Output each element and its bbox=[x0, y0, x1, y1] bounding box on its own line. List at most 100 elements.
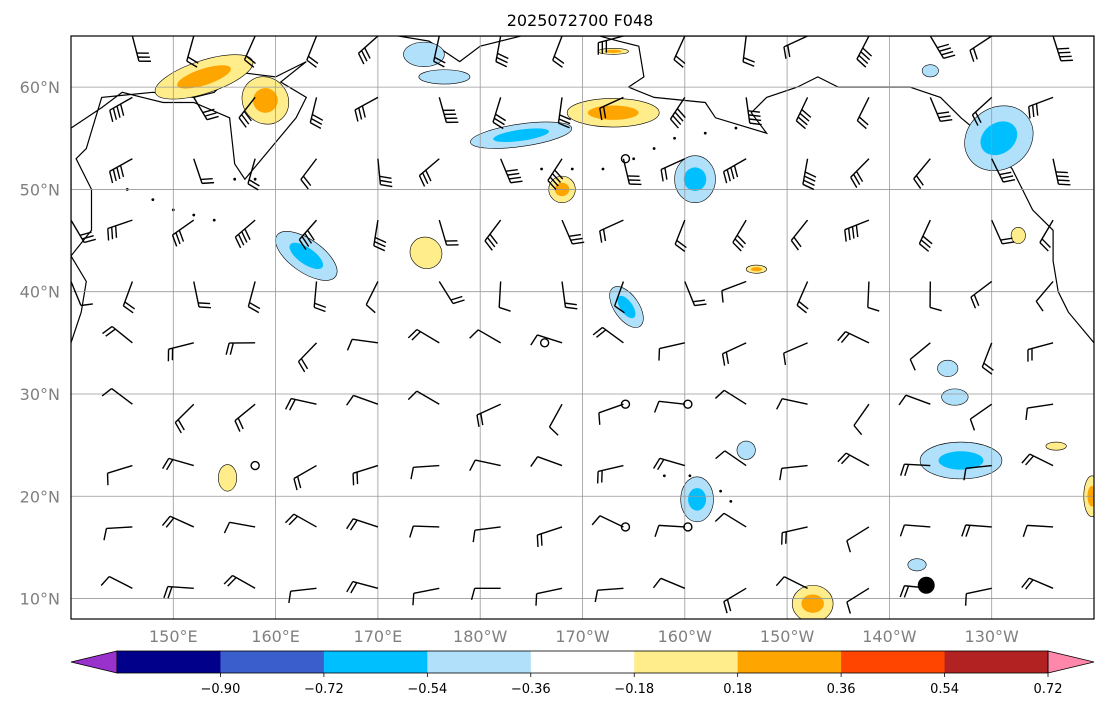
colorbar-tick-label: −0.18 bbox=[614, 682, 654, 697]
contour-core bbox=[750, 267, 763, 272]
wind-barb bbox=[964, 587, 992, 606]
colorbar-tick-label: 0.54 bbox=[930, 682, 959, 697]
wind-barb bbox=[438, 97, 459, 124]
colorbar-segment bbox=[944, 651, 1049, 673]
wind-barb bbox=[929, 97, 953, 123]
wind-barb bbox=[107, 219, 133, 241]
calm-circle bbox=[620, 154, 631, 164]
wind-barb bbox=[652, 577, 686, 589]
island bbox=[570, 167, 574, 171]
wind-barbs bbox=[71, 36, 1073, 614]
wind-barb bbox=[721, 342, 747, 366]
colorbar-segment bbox=[634, 651, 739, 673]
contour-core bbox=[980, 121, 1018, 156]
wind-barb bbox=[298, 219, 318, 250]
wind-barb bbox=[412, 587, 440, 606]
wind-barb bbox=[469, 329, 502, 344]
map-title: 2025072700 F048 bbox=[507, 11, 654, 30]
latitude-labels: 10°N 20°N 30°N 40°N 50°N 60°N bbox=[20, 78, 60, 608]
calm-circle bbox=[620, 399, 631, 409]
wind-barb bbox=[969, 403, 993, 431]
pos-contour bbox=[218, 464, 238, 492]
wind-barb bbox=[547, 158, 564, 190]
wind-barb bbox=[163, 585, 194, 599]
wind-barb bbox=[592, 326, 624, 344]
neg-contour bbox=[736, 440, 756, 460]
wind-barb bbox=[742, 36, 755, 67]
pos-contour bbox=[1010, 226, 1026, 244]
lon-label: 170°E bbox=[354, 627, 403, 646]
wind-barb bbox=[71, 404, 72, 436]
lat-label: 10°N bbox=[20, 590, 60, 609]
wind-barb bbox=[561, 281, 578, 310]
wind-barb bbox=[407, 328, 440, 344]
wind-barb bbox=[837, 330, 870, 344]
lat-label: 50°N bbox=[20, 180, 60, 199]
lon-label: 150°W bbox=[760, 627, 815, 646]
wind-barb bbox=[193, 158, 215, 185]
island bbox=[151, 198, 155, 202]
colorbar-tick-label: 0.72 bbox=[1034, 682, 1063, 697]
marker-layer bbox=[917, 576, 935, 594]
wind-barb bbox=[470, 587, 501, 601]
island bbox=[734, 126, 738, 130]
island bbox=[652, 147, 656, 150]
contour-core bbox=[801, 594, 824, 613]
lon-label: 180°W bbox=[453, 627, 508, 646]
calm-circle bbox=[683, 522, 693, 532]
wind-barb bbox=[783, 36, 808, 59]
wind-barb bbox=[963, 464, 992, 481]
neg-contour bbox=[275, 231, 338, 281]
wind-barb bbox=[193, 97, 219, 121]
island bbox=[729, 499, 733, 503]
pos-contour bbox=[1045, 441, 1067, 451]
wind-barb bbox=[284, 397, 317, 411]
wind-barb bbox=[981, 342, 994, 375]
lon-label: 170°W bbox=[555, 627, 610, 646]
wind-barb bbox=[234, 219, 256, 249]
colorbar-segment bbox=[737, 651, 842, 673]
land-layer bbox=[71, 36, 1094, 503]
wind-barb bbox=[306, 36, 319, 68]
gridlines bbox=[71, 36, 1094, 619]
wind-barb bbox=[131, 36, 151, 62]
contour-core bbox=[587, 105, 639, 120]
asia-coast bbox=[71, 61, 308, 343]
wind-barb bbox=[174, 403, 195, 434]
neg-contour bbox=[470, 121, 573, 149]
lat-label: 40°N bbox=[20, 283, 60, 302]
island bbox=[192, 213, 196, 217]
neg-contour bbox=[680, 476, 714, 523]
contour-core bbox=[177, 65, 231, 89]
wind-barb bbox=[223, 521, 256, 534]
wind-barb bbox=[548, 403, 563, 436]
colorbar-extend-low bbox=[70, 650, 118, 674]
contour-core bbox=[289, 242, 324, 270]
colorbar-segment bbox=[841, 651, 946, 673]
wind-barb bbox=[297, 342, 318, 373]
wind-barb bbox=[596, 464, 624, 484]
colorbar-segment bbox=[220, 651, 325, 673]
wind-barb bbox=[790, 219, 809, 251]
contour-fill bbox=[736, 440, 756, 460]
lon-label: 160°E bbox=[251, 627, 300, 646]
colorbar-segment bbox=[530, 651, 635, 673]
lon-label: 140°W bbox=[862, 627, 917, 646]
neg-contour bbox=[919, 441, 1003, 480]
calm-circle bbox=[683, 399, 693, 409]
wind-barb bbox=[357, 36, 379, 65]
wind-barb bbox=[899, 524, 931, 537]
island bbox=[540, 167, 543, 171]
wind-barb bbox=[407, 390, 440, 405]
wind-barb bbox=[714, 389, 747, 405]
wind-barb bbox=[71, 97, 72, 99]
wind-barb bbox=[346, 394, 379, 406]
wind-barb bbox=[193, 281, 212, 309]
wind-barb bbox=[714, 512, 747, 528]
wind-barb bbox=[106, 464, 133, 486]
wind-barb bbox=[991, 219, 1015, 245]
wind-barb bbox=[796, 281, 809, 314]
wind-barb bbox=[71, 36, 72, 38]
neg-contour bbox=[937, 359, 959, 377]
